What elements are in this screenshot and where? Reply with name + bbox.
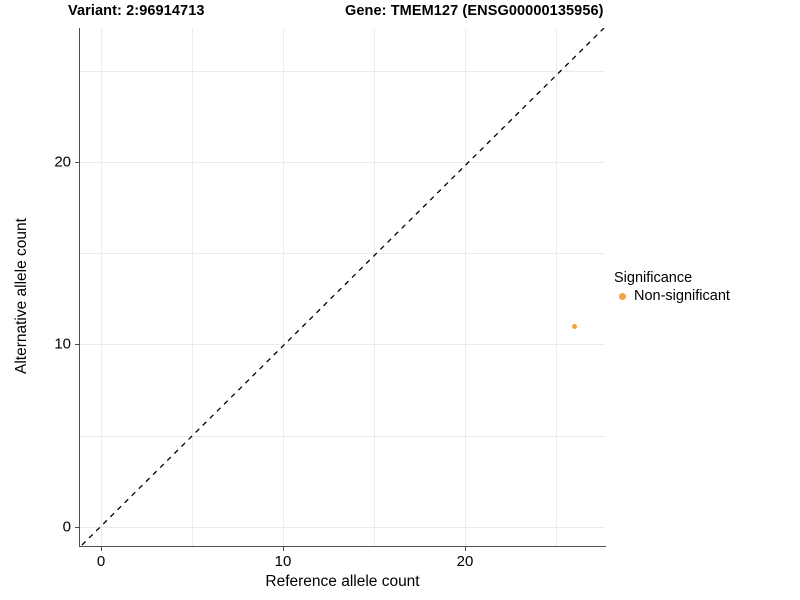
gridline-v-25 — [556, 28, 557, 546]
plot-panel — [80, 28, 605, 546]
x-tick-mark-20 — [465, 547, 466, 551]
x-axis-title: Reference allele count — [265, 573, 420, 590]
gridline-h-25 — [80, 71, 605, 72]
variant-title: Variant: 2:96914713 — [68, 3, 205, 19]
circle-icon — [618, 292, 626, 300]
y-axis-title: Alternative allele count — [13, 218, 30, 374]
gridline-h-15 — [80, 253, 605, 254]
data-point-nonsignificant[interactable] — [572, 324, 578, 330]
x-tick-label-10: 10 — [274, 553, 292, 570]
gridline-v-15 — [374, 28, 375, 546]
y-tick-mark-10 — [75, 344, 79, 345]
gridline-h-5 — [80, 436, 605, 437]
gene-title: Gene: TMEM127 (ENSG00000135956) — [345, 3, 604, 19]
gridline-v-5 — [192, 28, 193, 546]
y-tick-label-20: 20 — [54, 153, 71, 171]
legend: Significance Non-significant — [614, 270, 730, 304]
legend-title: Significance — [614, 270, 693, 286]
plot-area — [80, 28, 605, 546]
chart-title-bar: Variant: 2:96914713 Gene: TMEM127 (ENSG0… — [0, 0, 800, 28]
y-tick-mark-0 — [75, 527, 79, 528]
y-tick-label-10: 10 — [54, 335, 71, 353]
gridline-h-20 — [80, 162, 605, 163]
gridline-v-0 — [101, 28, 102, 546]
y-tick-mark-20 — [75, 162, 79, 163]
x-tick-mark-10 — [283, 547, 284, 551]
gridline-h-10 — [80, 344, 605, 345]
x-tick-label-0: 0 — [96, 553, 106, 570]
x-tick-label-20: 20 — [456, 553, 474, 570]
x-tick-mark-0 — [101, 547, 102, 551]
gridline-h-0 — [80, 527, 605, 528]
identity-reference-line — [81, 28, 605, 546]
legend-item-label: Non-significant — [634, 288, 730, 304]
gridline-v-10 — [283, 28, 284, 546]
gridline-v-20 — [465, 28, 466, 546]
x-axis-line — [79, 546, 606, 548]
legend-item-nonsignificant[interactable]: Non-significant — [614, 288, 730, 304]
y-tick-label-0: 0 — [62, 518, 71, 536]
legend-swatch — [614, 288, 630, 304]
y-axis-line — [79, 28, 81, 547]
